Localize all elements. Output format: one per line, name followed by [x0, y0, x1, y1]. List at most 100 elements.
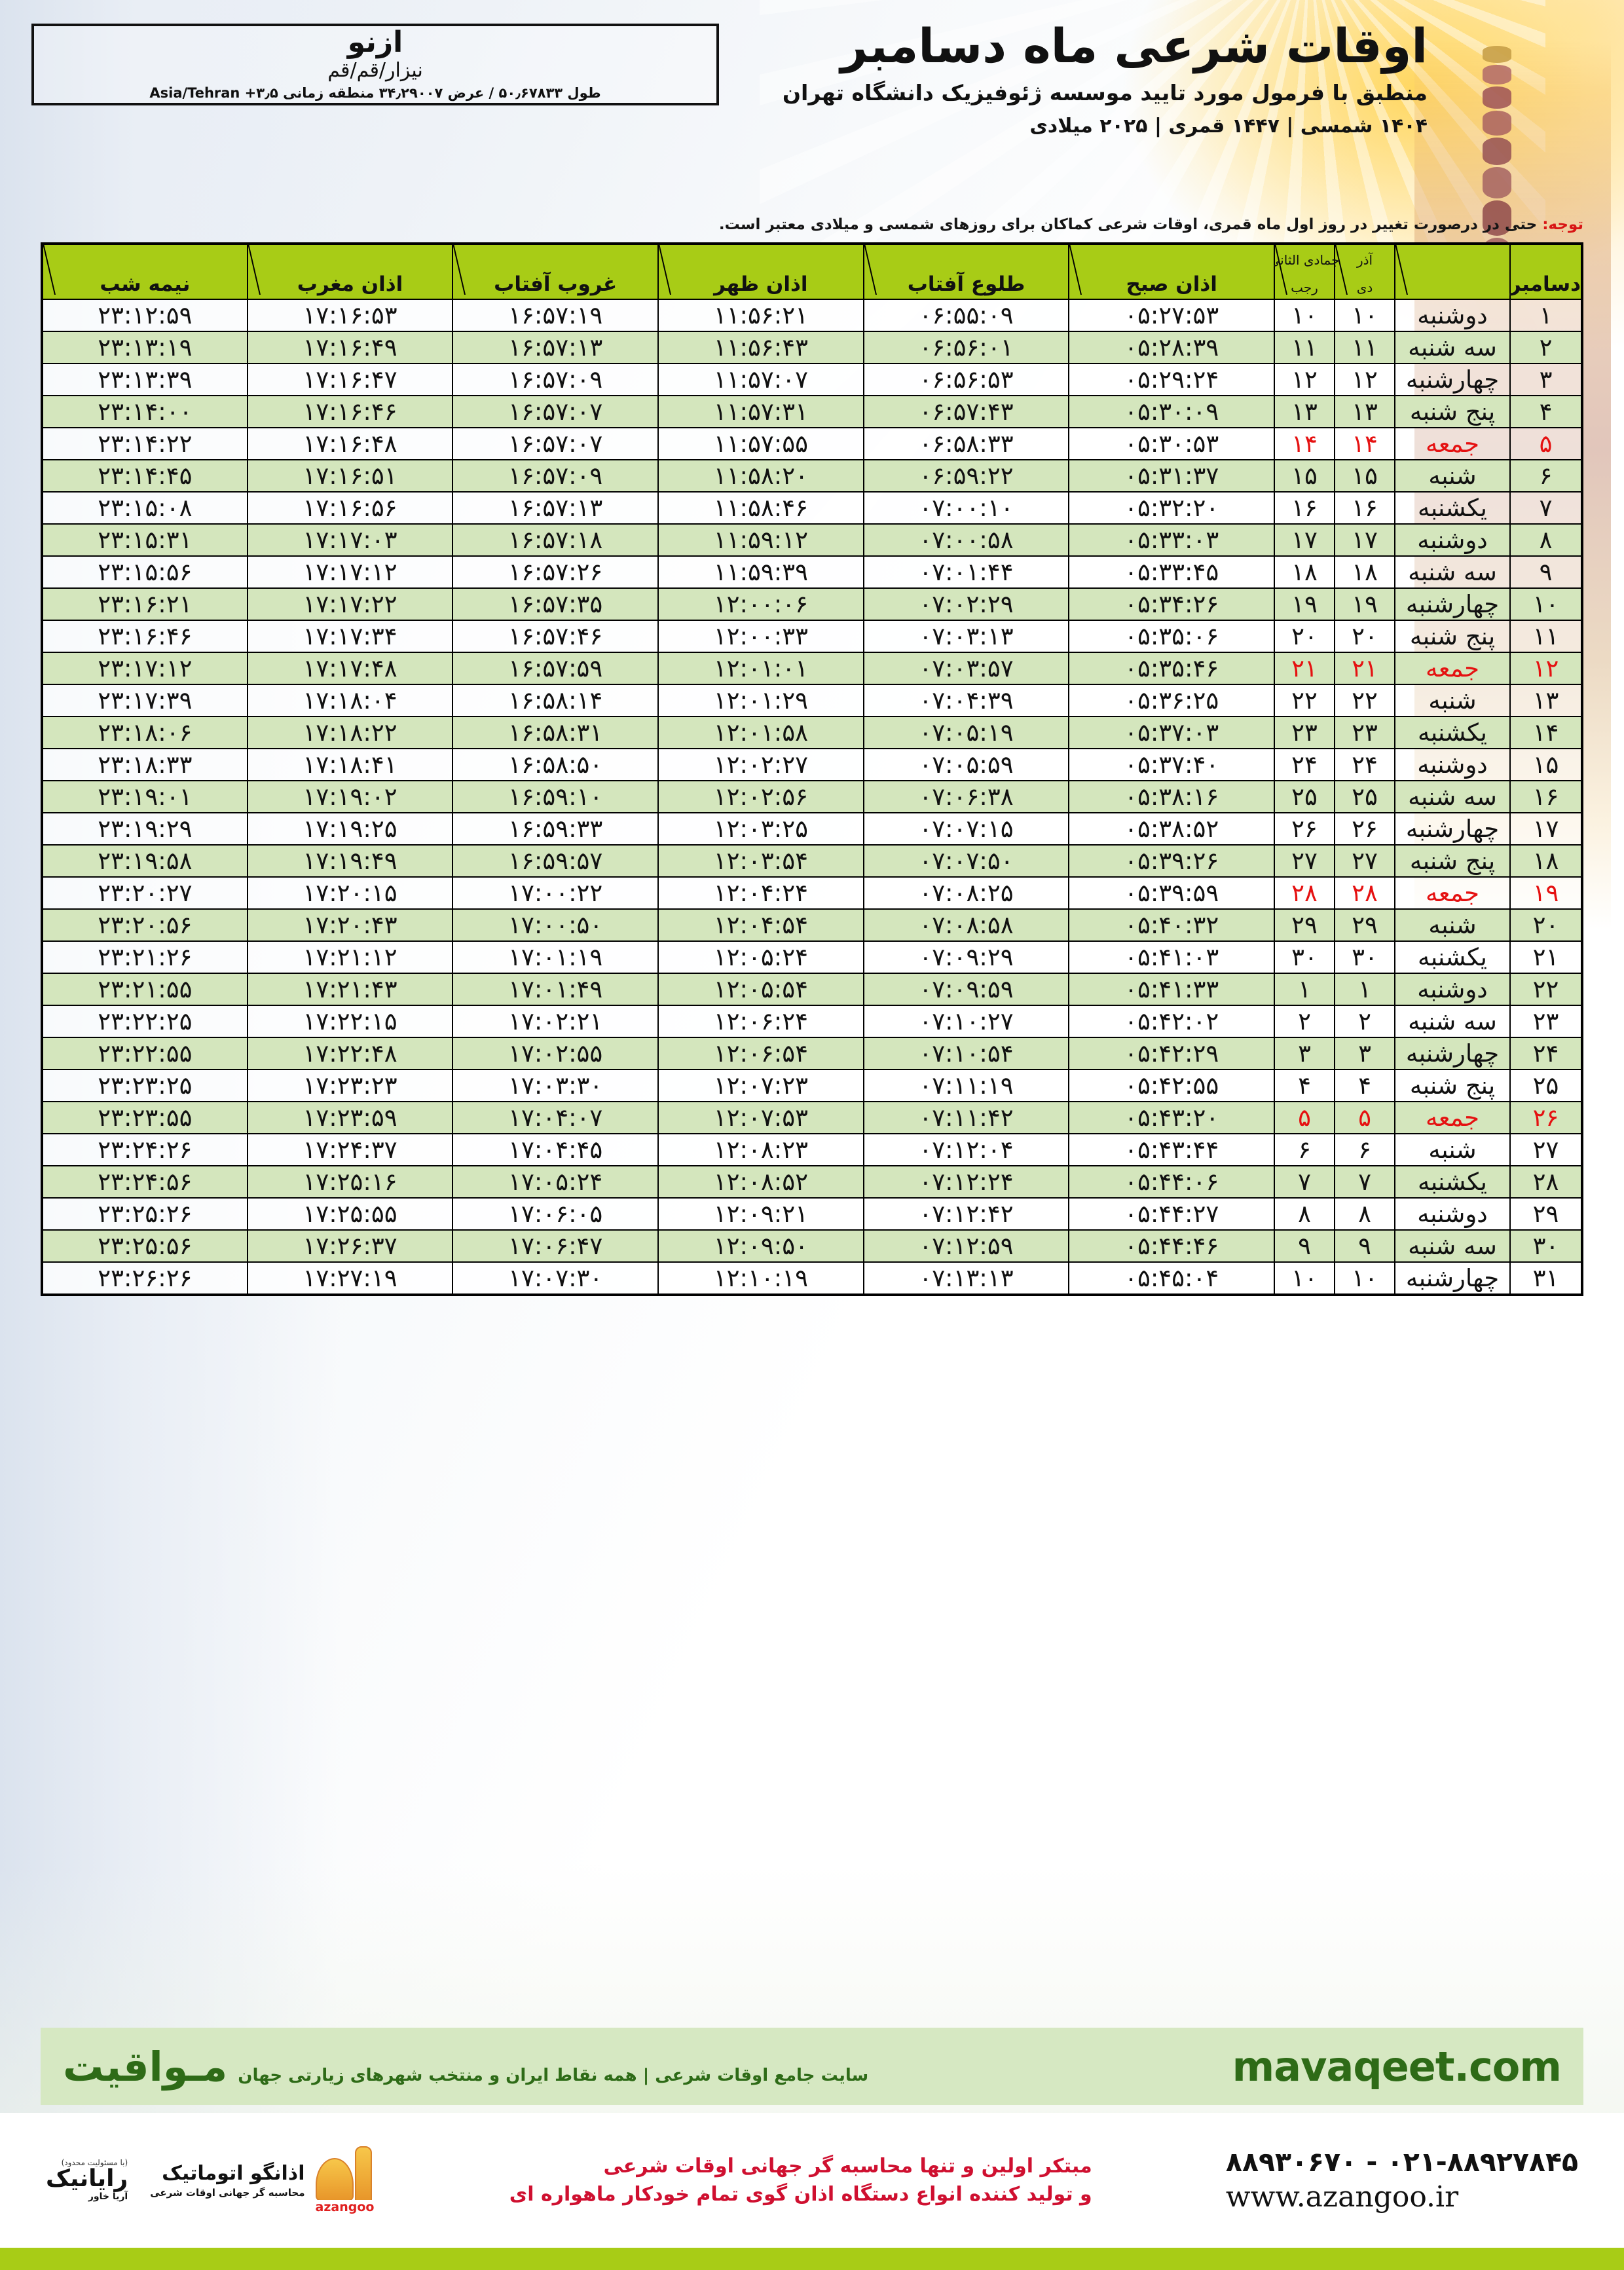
cell-maghrib: ۱۷:۲۶:۳۷	[246, 1229, 454, 1263]
cell-midnight: ۲۳:۱۹:۲۹	[41, 812, 248, 846]
cell-day-of-week: شنبه	[1394, 1133, 1511, 1166]
cell-dhuhr: ۱۱:۵۶:۲۱	[657, 299, 864, 332]
cell-day-of-week: دوشنبه	[1394, 973, 1511, 1006]
header-shamsi-top: آذر	[1356, 252, 1373, 268]
cell-dhuhr: ۱۲:۰۲:۲۷	[657, 748, 864, 781]
cell-sunset: ۱۷:۰۶:۴۷	[452, 1229, 659, 1263]
cell-shamsi-day: ۱۹	[1334, 587, 1395, 621]
table-row: ۱۹ جمعه ۲۸ ۲۸ ۰۵:۳۹:۵۹ ۰۷:۰۸:۲۵ ۱۲:۰۴:۲۴ ۱۷:۰۰:…	[41, 876, 1583, 910]
cell-fajr: ۰۵:۲۷:۵۳	[1068, 299, 1275, 332]
cell-dhuhr: ۱۲:۰۶:۲۴	[657, 1005, 864, 1038]
cell-sunrise: ۰۷:۰۶:۳۸	[862, 780, 1070, 813]
cell-shamsi-day: ۲۲	[1334, 684, 1395, 717]
mavaqeet-site-url[interactable]: mavaqeet.com	[1232, 2042, 1562, 2091]
cell-hijri-day: ۳۰	[1274, 940, 1335, 974]
cell-sunset: ۱۶:۵۷:۱۳	[452, 491, 659, 525]
table-row: ۱۰ چهارشنبه ۱۹ ۱۹ ۰۵:۳۴:۲۶ ۰۷:۰۲:۲۹ ۱۲:۰۰:۰۶ ۱۶…	[41, 587, 1583, 621]
mavaqeet-logo: مـواقیت	[63, 2042, 229, 2091]
azangoo-latin-name: azangoo	[315, 2200, 375, 2214]
mavaqeet-banner: mavaqeet.com سایت جامع اوقات شرعی | همه …	[41, 2028, 1583, 2105]
table-row: ۵ جمعه ۱۴ ۱۴ ۰۵:۳۰:۵۳ ۰۶:۵۸:۳۳ ۱۱:۵۷:۵۵ ۱۶:۵۷:۰…	[41, 427, 1583, 460]
cell-hijri-day: ۱۳	[1274, 395, 1335, 428]
cell-maghrib: ۱۷:۱۶:۴۶	[246, 395, 454, 428]
cell-day-of-week: دوشنبه	[1394, 1197, 1511, 1231]
table-row: ۲۶ جمعه ۵ ۵ ۰۵:۴۳:۲۰ ۰۷:۱۱:۴۲ ۱۲:۰۷:۵۳ ۱۷:۰۴:۰۷…	[41, 1101, 1583, 1134]
cell-shamsi-day: ۵	[1334, 1101, 1395, 1134]
cell-gregorian-day: ۲۱	[1509, 940, 1583, 974]
cell-fajr: ۰۵:۳۷:۴۰	[1068, 748, 1275, 781]
cell-dhuhr: ۱۱:۵۹:۳۹	[657, 555, 864, 589]
cell-shamsi-day: ۳	[1334, 1037, 1395, 1070]
cell-dhuhr: ۱۲:۰۳:۵۴	[657, 844, 864, 878]
cell-midnight: ۲۳:۱۵:۳۱	[41, 523, 248, 557]
table-row: ۱۳ شنبه ۲۲ ۲۲ ۰۵:۳۶:۲۵ ۰۷:۰۴:۳۹ ۱۲:۰۱:۲۹ ۱۶:۵۸:…	[41, 684, 1583, 717]
cell-gregorian-day: ۱۵	[1509, 748, 1583, 781]
cell-shamsi-day: ۲۷	[1334, 844, 1395, 878]
cell-hijri-day: ۳	[1274, 1037, 1335, 1070]
cell-sunrise: ۰۷:۰۹:۵۹	[862, 973, 1070, 1006]
cell-fajr: ۰۵:۴۴:۰۶	[1068, 1165, 1275, 1199]
cell-fajr: ۰۵:۳۹:۵۹	[1068, 876, 1275, 910]
cell-shamsi-day: ۱۳	[1334, 395, 1395, 428]
azangoo-name-fa: اذانگو اتوماتیک	[162, 2161, 305, 2185]
cell-day-of-week: یکشنبه	[1394, 716, 1511, 749]
table-row: ۲۳ سه شنبه ۲ ۲ ۰۵:۴۲:۰۲ ۰۷:۱۰:۲۷ ۱۲:۰۶:۲۴ ۱۷:۰۲…	[41, 1005, 1583, 1038]
cell-hijri-day: ۴	[1274, 1069, 1335, 1102]
cell-fajr: ۰۵:۲۹:۲۴	[1068, 363, 1275, 396]
cell-gregorian-day: ۱۲	[1509, 652, 1583, 685]
cell-dhuhr: ۱۲:۰۹:۲۱	[657, 1197, 864, 1231]
cell-sunrise: ۰۷:۱۲:۴۲	[862, 1197, 1070, 1231]
cell-fajr: ۰۵:۳۳:۴۵	[1068, 555, 1275, 589]
cell-sunrise: ۰۷:۰۹:۲۹	[862, 940, 1070, 974]
cell-fajr: ۰۵:۳۸:۵۲	[1068, 812, 1275, 846]
footer-website[interactable]: www.azangoo.ir	[1225, 2180, 1459, 2214]
cell-sunset: ۱۷:۰۵:۲۴	[452, 1165, 659, 1199]
cell-sunset: ۱۶:۵۷:۲۶	[452, 555, 659, 589]
cell-dhuhr: ۱۱:۵۷:۵۵	[657, 427, 864, 460]
mosque-icon: azangoo	[313, 2146, 376, 2214]
cell-day-of-week: شنبه	[1394, 684, 1511, 717]
location-region: نیزار/قم/قم	[327, 58, 423, 82]
cell-day-of-week: چهارشنبه	[1394, 363, 1511, 396]
cell-midnight: ۲۳:۱۷:۱۲	[41, 652, 248, 685]
cell-fajr: ۰۵:۳۰:۰۹	[1068, 395, 1275, 428]
cell-midnight: ۲۳:۲۵:۲۶	[41, 1197, 248, 1231]
cell-gregorian-day: ۲۰	[1509, 908, 1583, 942]
cell-maghrib: ۱۷:۱۸:۰۴	[246, 684, 454, 717]
header-midnight: نیمه شب	[41, 243, 248, 300]
cell-dhuhr: ۱۲:۰۷:۲۳	[657, 1069, 864, 1102]
cell-dhuhr: ۱۱:۵۸:۲۰	[657, 459, 864, 493]
cell-day-of-week: شنبه	[1394, 908, 1511, 942]
cell-day-of-week: پنج شنبه	[1394, 620, 1511, 653]
cell-maghrib: ۱۷:۲۲:۱۵	[246, 1005, 454, 1038]
cell-sunrise: ۰۷:۰۰:۱۰	[862, 491, 1070, 525]
cell-day-of-week: یکشنبه	[1394, 1165, 1511, 1199]
table-row: ۱۶ سه شنبه ۲۵ ۲۵ ۰۵:۳۸:۱۶ ۰۷:۰۶:۳۸ ۱۲:۰۲:۵۶ ۱۶:…	[41, 780, 1583, 813]
cell-day-of-week: چهارشنبه	[1394, 1261, 1511, 1295]
footer-slogan-line1: مبتکر اولین و تنها محاسبه گر جهانی اوقات…	[603, 2154, 1092, 2178]
cell-fajr: ۰۵:۳۴:۲۶	[1068, 587, 1275, 621]
cell-day-of-week: چهارشنبه	[1394, 812, 1511, 846]
cell-maghrib: ۱۷:۱۹:۰۲	[246, 780, 454, 813]
cell-day-of-week: سه شنبه	[1394, 331, 1511, 364]
cell-maghrib: ۱۷:۲۰:۴۳	[246, 908, 454, 942]
cell-day-of-week: جمعه	[1394, 1101, 1511, 1134]
cell-dhuhr: ۱۲:۰۲:۵۶	[657, 780, 864, 813]
header-shamsi-month: آذر دی	[1334, 243, 1395, 300]
cell-sunrise: ۰۷:۰۵:۵۹	[862, 748, 1070, 781]
dome-shape	[315, 2158, 354, 2201]
prayer-times-table: دسامبر آذر دی جمادی الثانی رجب اذان صبح …	[41, 242, 1583, 1296]
table-row: ۲۴ چهارشنبه ۳ ۳ ۰۵:۴۲:۲۹ ۰۷:۱۰:۵۴ ۱۲:۰۶:۵۴ ۱۷:۰…	[41, 1037, 1583, 1070]
table-row: ۳۰ سه شنبه ۹ ۹ ۰۵:۴۴:۴۶ ۰۷:۱۲:۵۹ ۱۲:۰۹:۵۰ ۱۷:۰۶…	[41, 1229, 1583, 1263]
cell-hijri-day: ۹	[1274, 1229, 1335, 1263]
header-hijri-top: جمادی الثانی	[1269, 252, 1340, 268]
cell-shamsi-day: ۸	[1334, 1197, 1395, 1231]
header-sunset: غروب آفتاب	[452, 243, 659, 300]
cell-maghrib: ۱۷:۲۳:۵۹	[246, 1101, 454, 1134]
cell-day-of-week: پنج شنبه	[1394, 395, 1511, 428]
cell-fajr: ۰۵:۳۱:۳۷	[1068, 459, 1275, 493]
cell-hijri-day: ۱۸	[1274, 555, 1335, 589]
cell-dhuhr: ۱۱:۵۹:۱۲	[657, 523, 864, 557]
cell-midnight: ۲۳:۲۲:۵۵	[41, 1037, 248, 1070]
cell-sunrise: ۰۶:۵۶:۵۳	[862, 363, 1070, 396]
